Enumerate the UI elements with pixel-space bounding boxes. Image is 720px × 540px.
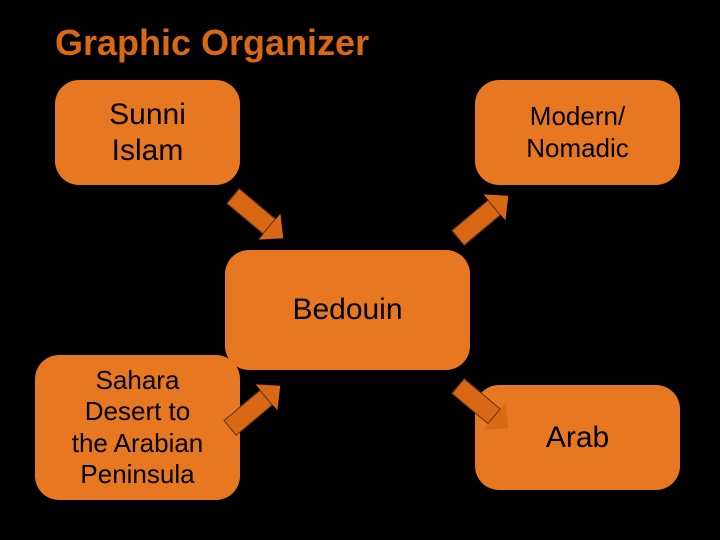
arrow-1 — [447, 183, 519, 251]
page-title: Graphic Organizer — [55, 22, 369, 64]
node-modern-nomadic: Modern/Nomadic — [475, 80, 680, 185]
node-sahara: SaharaDesert tothe ArabianPeninsula — [35, 355, 240, 500]
node-label: SunniIslam — [109, 97, 186, 169]
node-sunni-islam: SunniIslam — [55, 80, 240, 185]
node-label: Arab — [546, 420, 609, 456]
node-label: Modern/Nomadic — [526, 101, 629, 163]
node-bedouin: Bedouin — [225, 250, 470, 370]
node-label: Bedouin — [292, 292, 402, 328]
node-arab: Arab — [475, 385, 680, 490]
arrow-0 — [222, 183, 294, 251]
node-label: SaharaDesert tothe ArabianPeninsula — [72, 365, 204, 490]
